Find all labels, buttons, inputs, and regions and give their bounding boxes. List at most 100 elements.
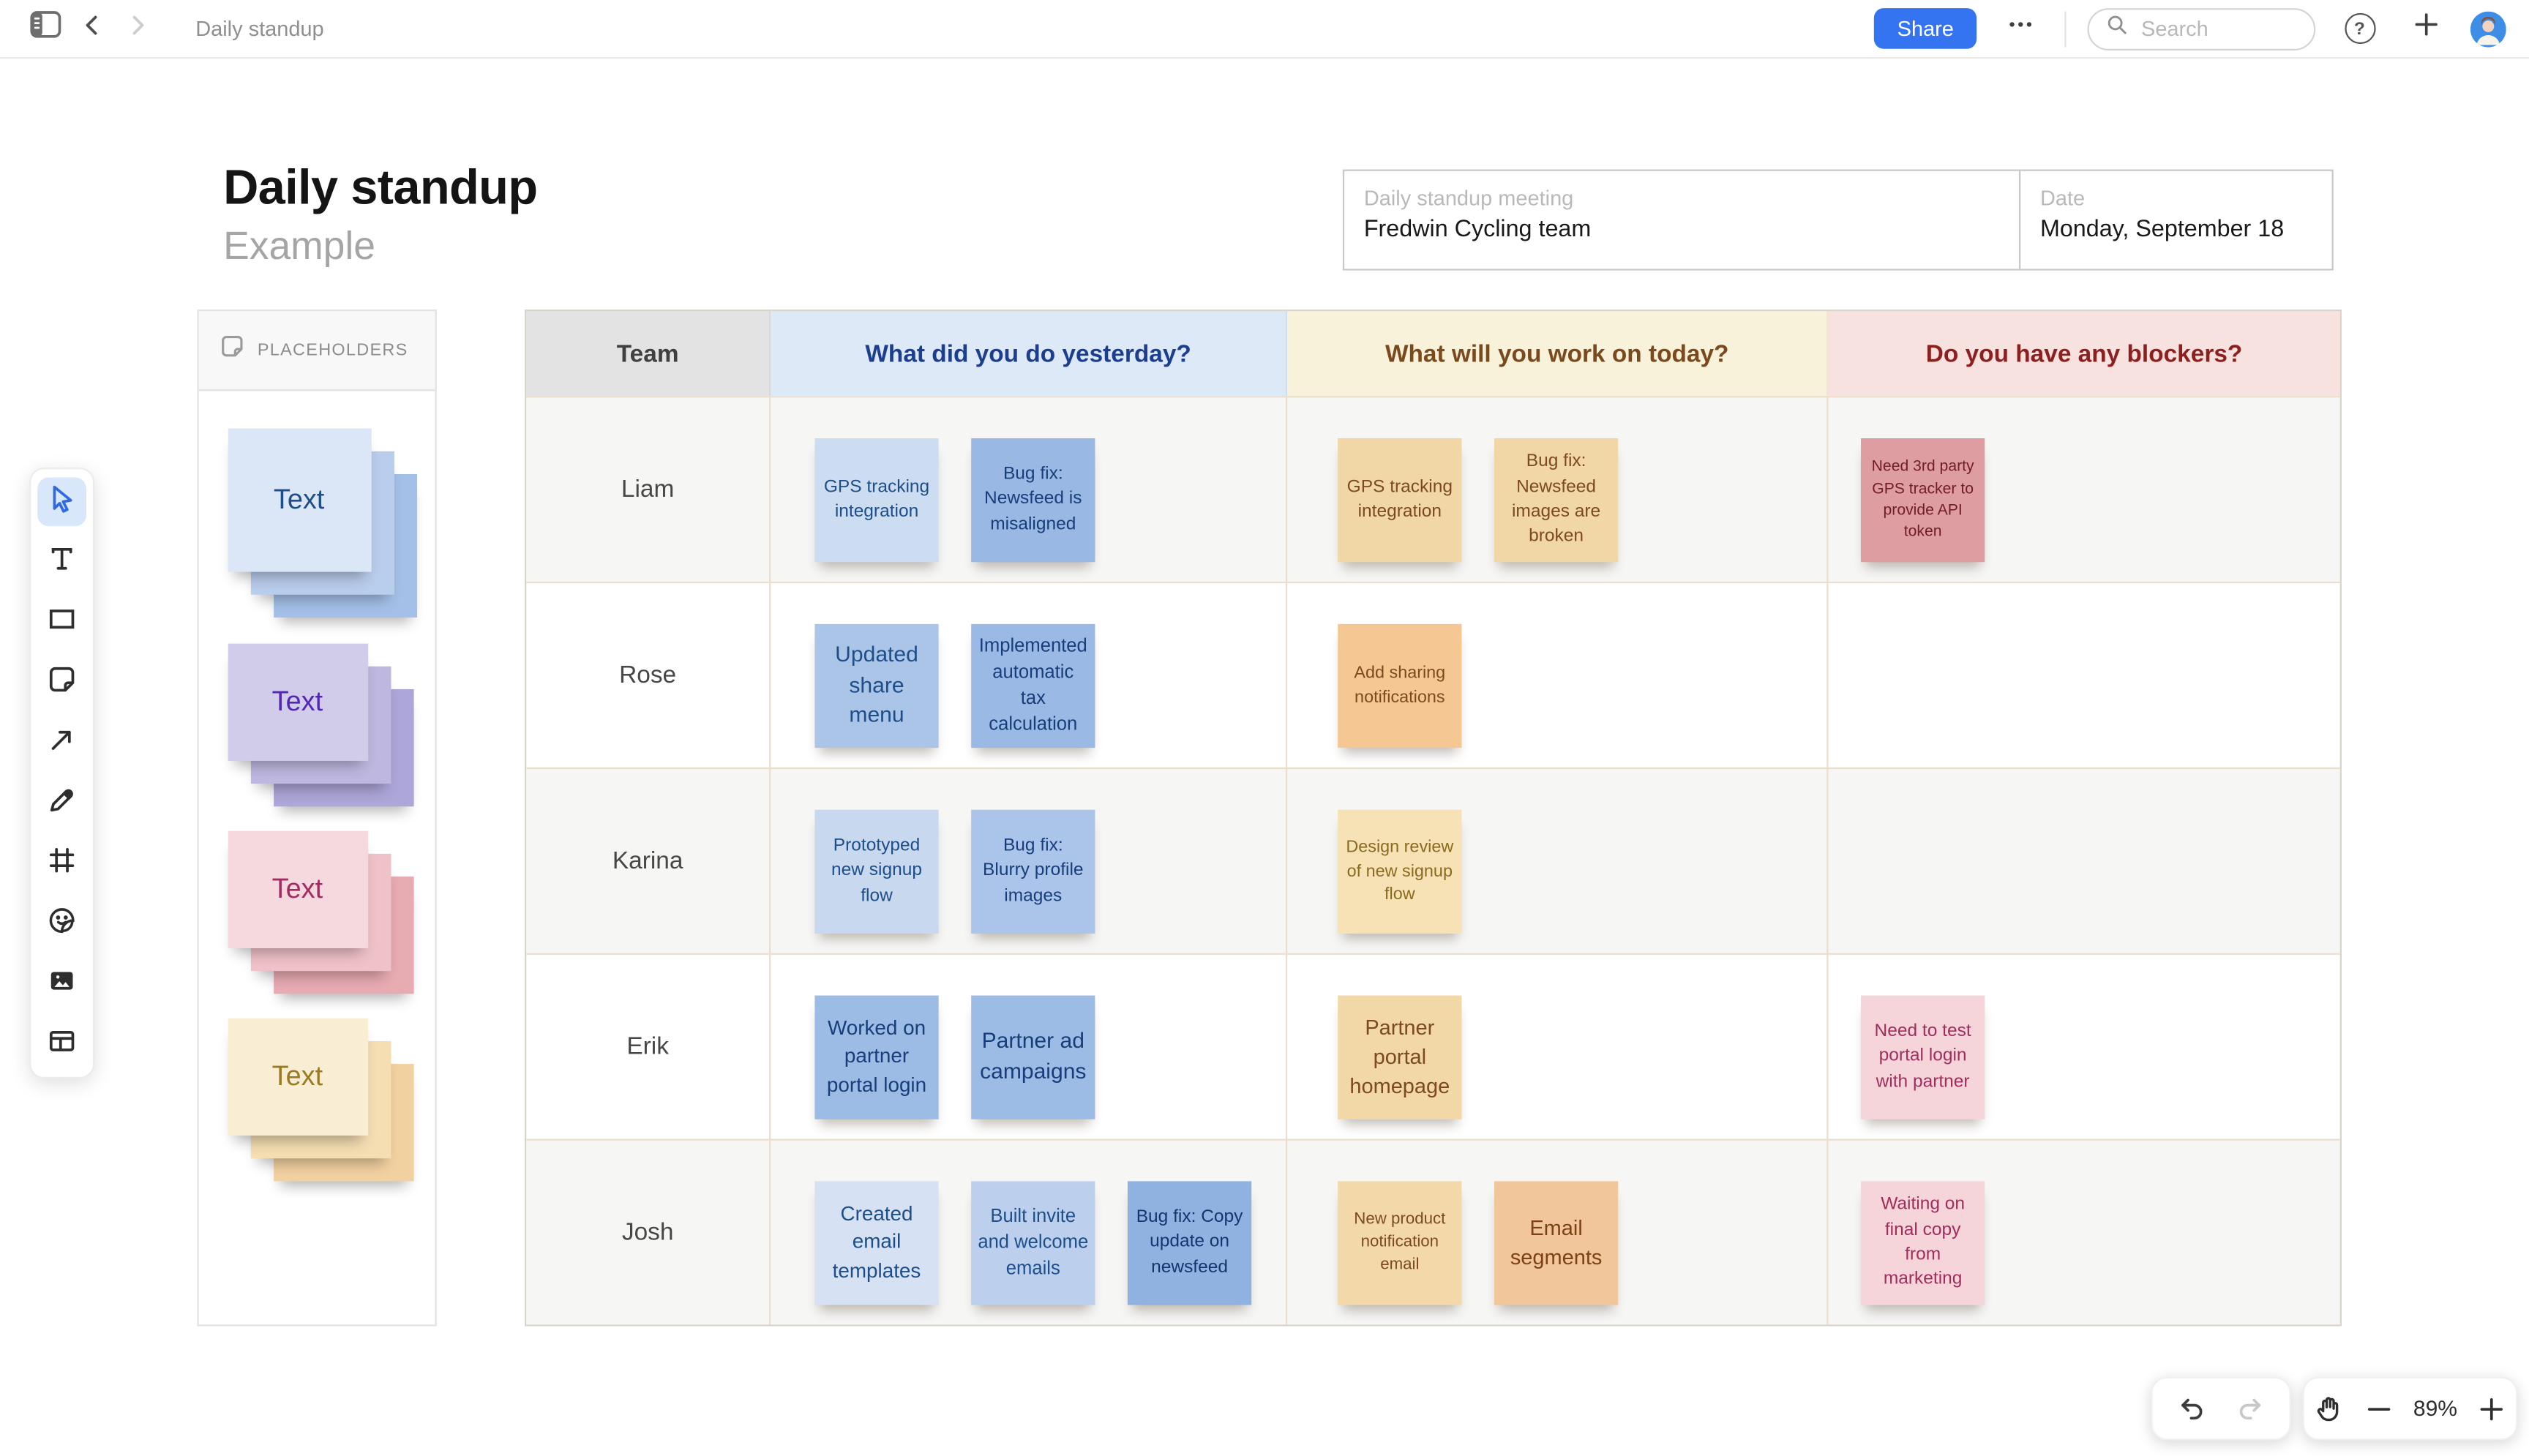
back-button[interactable] — [69, 6, 114, 51]
placeholder-note: Text — [227, 643, 368, 761]
sticky-note[interactable]: Waiting on final copy from marketing — [1861, 1181, 1985, 1305]
table-header-cell[interactable]: Team — [526, 311, 771, 397]
today-cell: Add sharing notifications — [1287, 581, 1829, 768]
table-row: Rose Updated share menu Implemented automa… — [526, 581, 2340, 768]
today-cell: GPS tracking integration Bug fix: Newsfee… — [1287, 396, 1829, 582]
document-title: Daily standup — [195, 16, 324, 41]
meeting-date-label: Date — [2039, 185, 2086, 211]
placeholder-note: Text — [227, 1018, 368, 1136]
table-header-cell[interactable]: Do you have any blockers? — [1828, 311, 2340, 397]
sticky-note[interactable]: Implemented automatic tax calculation — [971, 623, 1095, 748]
frame-icon — [45, 843, 78, 884]
placeholders-header: PLACEHOLDERS — [198, 311, 435, 391]
tool-select-button[interactable] — [37, 477, 87, 527]
sticky-note[interactable]: Need to test portal login with partner — [1861, 995, 1985, 1119]
meeting-name-cell[interactable]: Daily standup meeting Fredwin Cycling te… — [1344, 171, 2019, 269]
zoom-in-button[interactable] — [2477, 1394, 2506, 1423]
placeholders-title: PLACEHOLDERS — [257, 340, 408, 361]
table-header-cell[interactable]: What will you work on today? — [1287, 311, 1829, 397]
yesterday-cell: GPS tracking integration Bug fix: Newsfee… — [771, 396, 1288, 582]
sticky-note[interactable]: Updated share menu — [814, 623, 939, 748]
sticky-note[interactable]: Bug fix: Blurry profile images — [971, 809, 1095, 934]
standup-table: Team What did you do yesterday? What wil… — [525, 309, 2342, 1326]
search-box[interactable] — [2087, 7, 2316, 50]
tool-table-button[interactable] — [37, 1020, 86, 1069]
tool-frame-button[interactable] — [37, 839, 86, 888]
tool-image-button[interactable] — [37, 960, 86, 1009]
sidebar-icon — [29, 10, 62, 47]
team-name-cell[interactable]: Liam — [526, 396, 771, 582]
tool-sticker-button[interactable] — [37, 899, 86, 948]
image-icon — [45, 964, 78, 1005]
sticky-note[interactable]: Partner portal homepage — [1338, 995, 1462, 1119]
today-cell: Design review of new signup flow — [1287, 767, 1829, 953]
table-row: Josh Created email templates Built invite … — [526, 1138, 2340, 1325]
placeholder-stack[interactable]: Text — [227, 1018, 416, 1182]
table-body: Liam GPS tracking integration Bug fix: New… — [526, 396, 2340, 1325]
zoom-out-button[interactable] — [2364, 1394, 2394, 1423]
undo-button[interactable] — [2177, 1393, 2208, 1424]
new-board-button[interactable] — [2404, 6, 2449, 51]
team-name-cell[interactable]: Erik — [526, 953, 771, 1139]
yesterday-cell: Prototyped new signup flow Bug fix: Blurr… — [771, 767, 1288, 953]
tool-arrow-button[interactable] — [37, 718, 86, 768]
team-name-cell[interactable]: Josh — [526, 1138, 771, 1325]
pen-icon — [45, 783, 78, 824]
history-controls — [2151, 1376, 2291, 1441]
sticky-note[interactable]: Created email templates — [814, 1181, 939, 1305]
board-subtitle[interactable]: Example — [223, 225, 375, 269]
meeting-info-card: Daily standup meeting Fredwin Cycling te… — [1342, 169, 2334, 271]
meeting-date-value[interactable]: Monday, September 18 — [2039, 217, 2285, 243]
tool-text-button[interactable] — [37, 538, 86, 587]
team-name-cell[interactable]: Rose — [526, 581, 771, 768]
search-input[interactable] — [2138, 15, 2308, 42]
placeholder-note: Text — [227, 830, 368, 948]
yesterday-cell: Worked on partner portal login Partner ad… — [771, 953, 1288, 1139]
sticky-note-icon — [218, 332, 246, 368]
meeting-date-cell[interactable]: Date Monday, September 18 — [2019, 170, 2332, 269]
team-name-cell[interactable]: Karina — [526, 767, 771, 953]
placeholder-stacks: Text Text Text Text — [199, 391, 435, 1182]
sticky-note[interactable]: Need 3rd party GPS tracker to provide AP… — [1861, 438, 1985, 563]
sticky-note[interactable]: Worked on partner portal login — [814, 995, 939, 1119]
sticky-note[interactable]: Partner ad campaigns — [971, 995, 1095, 1119]
pan-tool-button[interactable] — [2314, 1393, 2345, 1424]
tool-pen-button[interactable] — [37, 778, 86, 828]
meeting-name-label: Daily standup meeting — [1363, 185, 1574, 211]
redo-button[interactable] — [2234, 1393, 2265, 1424]
meeting-name-value[interactable]: Fredwin Cycling team — [1363, 217, 1592, 243]
placeholder-note: Text — [227, 428, 371, 572]
user-avatar[interactable] — [2470, 10, 2506, 47]
sticky-note[interactable]: Built invite and welcome emails — [971, 1181, 1095, 1305]
forward-button[interactable] — [114, 6, 160, 51]
table-header-cell[interactable]: What did you do yesterday? — [771, 311, 1288, 397]
sidebar-toggle-button[interactable] — [23, 6, 68, 51]
sticky-note[interactable]: Bug fix: Newsfeed is misaligned — [971, 438, 1095, 563]
more-options-button[interactable] — [1998, 6, 2043, 51]
tool-sticky-note-button[interactable] — [37, 658, 86, 708]
sticky-note[interactable]: Bug fix: Copy update on newsfeed — [1127, 1181, 1252, 1305]
table-row: Karina Prototyped new signup flow Bug fix:… — [526, 767, 2340, 953]
yesterday-cell: Updated share menu Implemented automatic … — [771, 581, 1288, 768]
sticky-note[interactable]: Design review of new signup flow — [1338, 809, 1462, 934]
zoom-level[interactable]: 89% — [2413, 1396, 2458, 1421]
sticky-note[interactable]: Prototyped new signup flow — [814, 809, 939, 934]
blockers-cell — [1828, 767, 2340, 953]
placeholder-stack[interactable]: Text — [227, 428, 416, 620]
tool-shape-button[interactable] — [37, 598, 86, 647]
sticky-note[interactable]: GPS tracking integration — [814, 438, 939, 563]
table-row: Erik Worked on partner portal login Partne… — [526, 953, 2340, 1139]
placeholder-stack[interactable]: Text — [227, 830, 416, 994]
sticky-note[interactable]: Add sharing notifications — [1338, 623, 1462, 748]
share-button[interactable]: Share — [1874, 8, 1977, 49]
blockers-cell: Waiting on final copy from marketing — [1828, 1138, 2340, 1325]
sticky-note[interactable]: Email segments — [1494, 1181, 1619, 1305]
blockers-cell: Need 3rd party GPS tracker to provide AP… — [1828, 396, 2340, 582]
board-title[interactable]: Daily standup — [223, 161, 538, 215]
sticky-note[interactable]: New product notification email — [1338, 1181, 1462, 1305]
help-button[interactable]: ? — [2337, 6, 2382, 51]
sticky-note[interactable]: Bug fix: Newsfeed images are broken — [1494, 438, 1619, 563]
sticky-note[interactable]: GPS tracking integration — [1338, 438, 1462, 563]
placeholder-stack[interactable]: Text — [227, 643, 416, 807]
